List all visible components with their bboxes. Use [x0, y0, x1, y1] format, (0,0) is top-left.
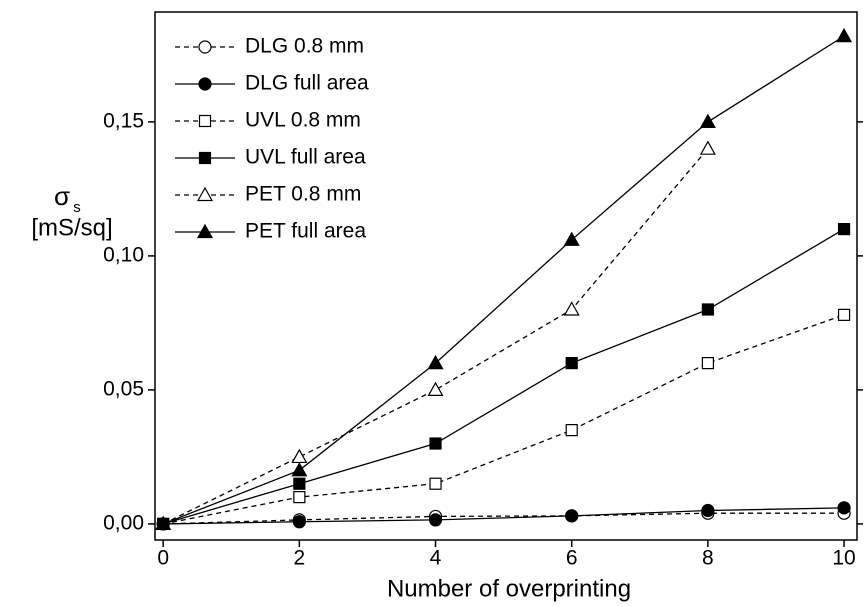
legend-marker	[198, 77, 212, 91]
marker	[563, 301, 580, 316]
legend-marker	[198, 40, 212, 54]
plot-lines	[155, 27, 853, 531]
y-axis-symbol: σ	[54, 181, 70, 211]
marker	[429, 477, 442, 490]
series-line	[163, 507, 845, 525]
legend-label: DLG full area	[245, 72, 369, 95]
legend-label: PET 0.8 mm	[245, 183, 361, 206]
series-line	[162, 35, 845, 525]
y-tick-label: 0,05	[103, 377, 144, 400]
x-tick-label: 6	[566, 547, 578, 570]
legend-marker	[198, 114, 212, 128]
x-tick-label: 10	[832, 547, 855, 570]
x-tick-label: 4	[430, 547, 442, 570]
marker	[836, 27, 853, 43]
marker	[293, 491, 306, 504]
marker	[291, 448, 308, 464]
y-tick-label: 0,00	[103, 511, 144, 534]
marker	[837, 501, 851, 515]
legend-label: DLG 0.8 mm	[245, 35, 364, 58]
marker	[837, 222, 851, 236]
x-axis-label: Number of overprinting	[387, 575, 631, 602]
marker	[837, 308, 851, 321]
marker	[427, 354, 444, 370]
marker	[699, 113, 716, 128]
marker	[292, 515, 306, 529]
y-axis-unit: [mS/sq]	[31, 214, 112, 241]
legend-marker	[196, 223, 214, 239]
marker	[563, 231, 580, 246]
marker	[565, 509, 579, 523]
marker	[428, 513, 443, 527]
series-line	[162, 148, 709, 525]
legend-marker	[198, 151, 212, 165]
marker	[293, 477, 306, 490]
marker	[155, 515, 172, 531]
y-axis-subscript: s	[73, 199, 81, 216]
series-line	[163, 512, 845, 525]
marker	[427, 381, 444, 397]
marker	[701, 503, 715, 518]
marker	[565, 424, 578, 437]
y-tick-label: 0,10	[103, 243, 144, 266]
legend-label: PET full area	[245, 220, 366, 243]
x-tick-label: 0	[157, 547, 169, 570]
legend-label: UVL 0.8 mm	[245, 109, 361, 132]
plot-frame	[154, 11, 858, 541]
marker	[291, 462, 308, 477]
legend-label: UVL full area	[245, 146, 366, 169]
series-line	[163, 314, 845, 525]
marker	[565, 357, 578, 370]
y-tick-label: 0,15	[103, 109, 144, 132]
legend-marker	[196, 186, 214, 202]
marker	[699, 140, 716, 155]
x-tick-label: 8	[702, 547, 714, 570]
marker	[701, 303, 714, 316]
series-line	[162, 228, 845, 525]
marker	[429, 437, 442, 450]
marker	[701, 357, 714, 370]
x-tick-label: 2	[294, 547, 306, 570]
